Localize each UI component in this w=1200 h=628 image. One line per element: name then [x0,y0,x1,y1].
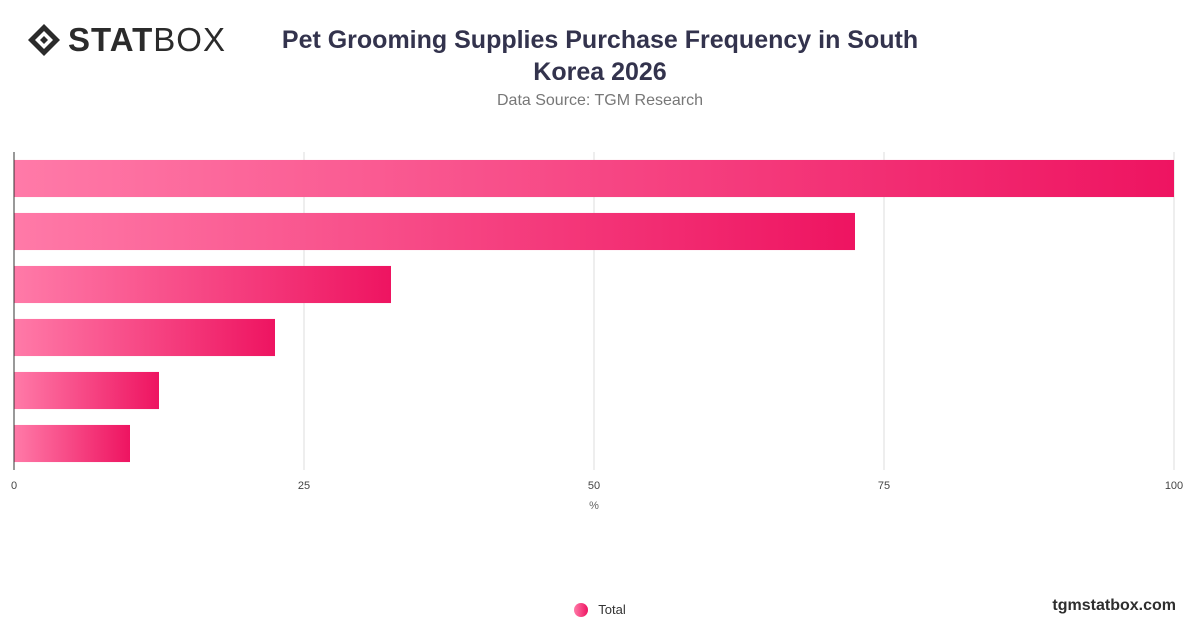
grid-lines [303,152,1175,470]
site-watermark: tgmstatbox.com [1052,597,1176,614]
bars [14,159,1174,463]
chart-title: Pet Grooming Supplies Purchase Frequency… [281,26,919,86]
legend-label-total: Total [598,602,626,617]
bar-3[interactable] [14,265,391,304]
bar-6[interactable] [14,424,130,463]
statbox-diamond-icon [28,24,60,56]
x-tick-label: 100 [1165,480,1183,492]
x-tick-label: 25 [298,480,310,492]
x-tick-label: 0 [11,480,17,492]
bar-4[interactable] [14,318,275,357]
x-axis-title: % [589,500,599,512]
bar-2[interactable] [14,212,855,251]
brand-logo: STATBOX [26,22,226,58]
bar-1[interactable] [14,159,1174,198]
chart-subtitle: Data Source: TGM Research [496,92,703,109]
legend[interactable]: Total [0,602,1200,617]
legend-marker [574,602,589,617]
x-axis-ticks: 0 25 50 75 100 [11,480,1183,492]
x-tick-label: 75 [878,480,890,492]
bar-5[interactable] [14,371,159,410]
x-tick-label: 50 [588,480,600,492]
brand-name-bold: STAT [68,21,154,58]
brand-name-regular: BOX [153,21,226,58]
brand-name: STATBOX [68,22,226,58]
